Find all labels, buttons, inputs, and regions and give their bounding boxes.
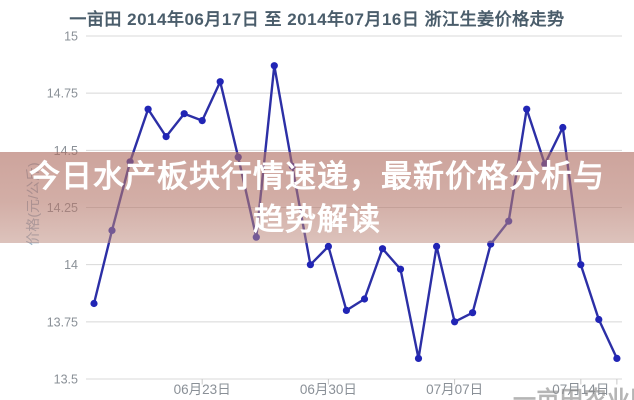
data-point [180, 110, 188, 118]
data-point [144, 105, 152, 113]
data-point [162, 133, 170, 141]
headline-overlay-banner: 今日水产板块行情速递，最新价格分析与 趋势解读 [0, 152, 634, 243]
data-point [306, 261, 314, 269]
data-point [216, 78, 224, 86]
data-point [360, 295, 369, 303]
y-tick-label: 14 [64, 258, 78, 272]
data-point [414, 354, 423, 362]
watermark: 一亩田农业网 [513, 386, 634, 400]
y-tick-label: 13.5 [54, 373, 78, 387]
x-tick-label: 07月07日 [426, 382, 483, 397]
data-point [90, 299, 98, 308]
y-tick-label: 15 [64, 30, 78, 44]
data-point [559, 123, 567, 132]
x-tick-label: 06月30日 [300, 382, 357, 397]
data-point [595, 315, 603, 324]
x-tick-label: 07月14日 [552, 382, 609, 397]
y-tick-label: 13.75 [47, 315, 78, 329]
data-point [613, 354, 621, 362]
data-point [270, 62, 278, 70]
x-tick-label: 06月23日 [174, 382, 231, 397]
price-line [92, 64, 619, 360]
data-point [523, 105, 531, 113]
chart-title: 一亩田 2014年06月17日 至 2014年07月16日 浙江生姜价格走势 [69, 10, 565, 29]
data-point [433, 242, 441, 250]
data-point [342, 306, 350, 314]
data-point [577, 261, 585, 269]
headline-line-2: 趋势解读 [253, 201, 381, 237]
data-point [378, 245, 387, 253]
data-point [198, 117, 206, 125]
data-point [396, 265, 405, 273]
y-tick-label: 14.75 [47, 87, 78, 101]
headline-line-1: 今日水产板块行情速递，最新价格分析与 [29, 158, 605, 194]
data-point [324, 242, 332, 250]
data-point [451, 318, 459, 326]
data-point [469, 309, 477, 317]
